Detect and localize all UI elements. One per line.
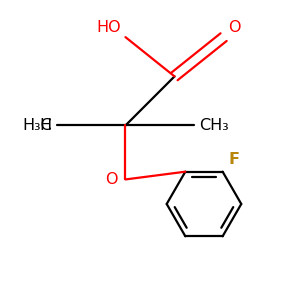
Text: HO: HO bbox=[96, 20, 121, 35]
Text: O: O bbox=[229, 20, 241, 35]
Text: H₃C: H₃C bbox=[22, 118, 52, 133]
Text: F: F bbox=[229, 152, 239, 167]
Text: H: H bbox=[40, 118, 52, 133]
Text: O: O bbox=[105, 172, 118, 187]
Text: CH₃: CH₃ bbox=[199, 118, 229, 133]
